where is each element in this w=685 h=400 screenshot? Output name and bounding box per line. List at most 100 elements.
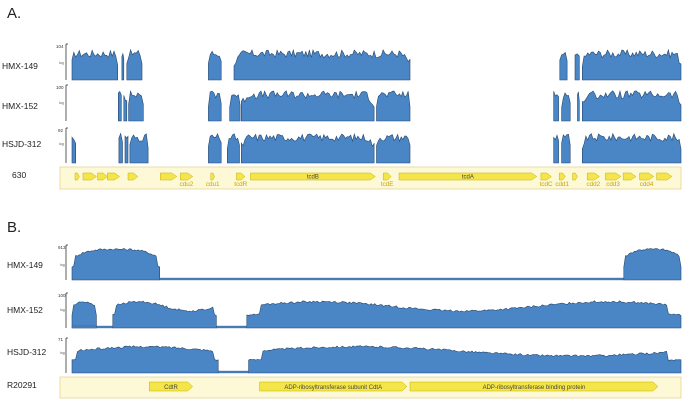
panel-b-gene-label-0: CdtR [164,385,178,391]
panel-b-track-label-hmx-149: HMX-149 [7,260,43,270]
panel-a-ymax-hmx-149: 104 [56,44,64,49]
panel-b-track-label-hsjd-312: HSJD-312 [7,347,46,357]
panel-a-coverage-1-6 [376,90,411,122]
panel-b-ymax-hmx-149: 913 [58,245,66,250]
panel-a-gene-4 [127,172,139,181]
panel-b-coverage-2-0 [71,345,219,374]
panel-b-layer: CdtR ADP-ribosyltransferase subunit CdtA A… [59,244,682,399]
panel-a-coverage-1-10 [582,89,682,122]
panel-a-coverage-0-0 [71,49,118,81]
panel-a-coverage-2-10 [582,132,682,164]
panel-a-coverage-2-1 [118,132,123,164]
panel-a-coverage-0-1 [121,52,125,81]
panel-a-coverage-0-4 [233,48,411,81]
panel-a-coverage-2-0 [71,136,76,164]
panel-a-gene-13 [558,172,566,181]
panel-a-coverage-1-1 [123,95,128,122]
panel-b-coverage-1-1 [112,300,217,329]
panel-a-gene-10 [382,172,392,181]
panel-a-coverage-1-2 [128,89,144,122]
panel-b-low-coverage-1-1 [96,325,113,329]
panel-b-label: B. [7,219,21,236]
panel-a-coverage-2-3 [129,133,149,164]
panel-a-reference-label: 630 [12,170,26,180]
panel-a-gene-label-11: tcdA [462,175,474,181]
panel-a-track-label-hmx-149: HMX-149 [2,61,38,71]
panel-a-coverage-1-5 [241,90,375,122]
panel-a-coverage-1-3 [208,90,222,122]
panel-a-coverage-2-7 [376,133,411,164]
panel-a-coverage-2-5 [227,133,240,164]
panel-a-coverage-0-5 [559,51,568,81]
panel-a-coverage-2-6 [241,132,375,164]
panel-b-low-coverage-2-0 [218,370,249,374]
panel-a-ylog-hmx-149: log [59,61,64,65]
panel-b-low-coverage-0-0 [159,277,624,281]
panel-b-gene-label-1: ADP-ribosyltransferase subunit CdtA [284,385,382,391]
panel-a-gene-16 [605,172,622,181]
panel-a-track-label-hmx-152: HMX-152 [2,101,38,111]
panel-b-gene-label-2: ADP-ribosyltransferase binding protein [483,385,586,391]
panel-a-label: A. [7,5,21,22]
panel-a-coverage-0-3 [208,50,222,81]
panel-b-low-coverage-1-2 [216,325,247,329]
panel-a-gene-17 [622,172,637,181]
panel-a-gene-sublabel-18: cdd4 [640,181,654,188]
panel-a-coverage-1-9 [577,91,580,122]
panel-a-gene-0 [74,172,80,181]
panel-b-coverage-1-0 [71,301,97,329]
panel-b-ylog-hsjd-312: log [60,351,65,355]
panel-b-track-label-hmx-152: HMX-152 [7,305,43,315]
panel-b-coverage-1-2 [246,300,682,329]
panel-a-coverage-2-8 [553,134,559,164]
panel-a-gene-sublabel-8: tcdR [234,181,247,188]
panel-b-ylog-hmx-149: log [60,263,65,267]
panel-b-ymax-hmx-152: 100 [58,293,66,298]
panel-a-gene-3 [107,172,120,181]
panel-a-gene-5 [160,172,178,181]
panel-a-coverage-0-7 [582,48,682,81]
panel-a-coverage-2-2 [124,135,129,164]
panel-a-gene-15 [586,172,600,181]
panel-a-gene-11 [398,172,538,181]
panel-a-gene-label-9: tcdB [307,175,319,181]
panel-a-gene-sublabel-13: cdd1 [555,181,569,188]
panel-b-ymax-hsjd-312: 71 [58,337,64,342]
panel-a-coverage-2-4 [208,133,222,164]
panel-a-gene-sublabel-7: cdu1 [206,181,220,188]
panel-a-ylog-hmx-152: log [59,101,64,105]
panel-a-gene-12 [540,172,552,181]
panel-b-reference-label: R20291 [7,380,37,390]
panel-a-coverage-1-8 [561,92,571,122]
panel-b-coverage-0-0 [71,247,160,281]
panel-a-track-label-hsjd-312: HSJD-312 [2,139,41,149]
panel-a-gene-sublabel-15: cdd2 [586,181,600,188]
panel-a-coverage-2-9 [561,133,571,164]
panel-a-gene-1 [82,172,97,181]
panel-a-gene-7 [210,172,215,181]
panel-a-gene-9 [250,172,376,181]
panel-b-low-coverage-1-0 [71,325,97,329]
panel-a-gene-6 [180,172,194,181]
panel-a-gene-sublabel-10: tcdE [381,181,394,188]
panel-a-coverage-0-6 [574,53,580,81]
panel-a-layer: cdu2 cdu1 tcdR tcdB tcdE tcdA tcdC cdd1 cdd2 cdd3… [59,43,682,190]
panel-b-ylog-hmx-152: log [60,308,65,312]
panel-b-coverage-0-1 [623,248,682,281]
panel-a-ymax-hsjd-312: 92 [58,128,64,133]
panel-a-gene-8 [236,172,246,181]
panel-a-gene-14 [572,172,578,181]
panel-a-coverage-1-7 [553,91,559,122]
panel-a-gene-18 [639,172,655,181]
panel-a-gene-sublabel-6: cdu2 [180,181,194,188]
panel-a-coverage-1-4 [229,94,241,122]
panel-a-gene-sublabel-16: cdd3 [606,181,620,188]
panel-b-coverage-2-1 [248,345,682,374]
panel-a-gene-sublabel-12: tcdC [540,181,553,188]
panel-a-gene-2 [97,172,108,181]
panel-b-gene-1 [259,381,408,392]
panel-a-coverage-1-0 [118,90,122,122]
panel-a-ylog-hsjd-312: log [59,142,64,146]
panel-b-gene-0 [149,381,193,392]
